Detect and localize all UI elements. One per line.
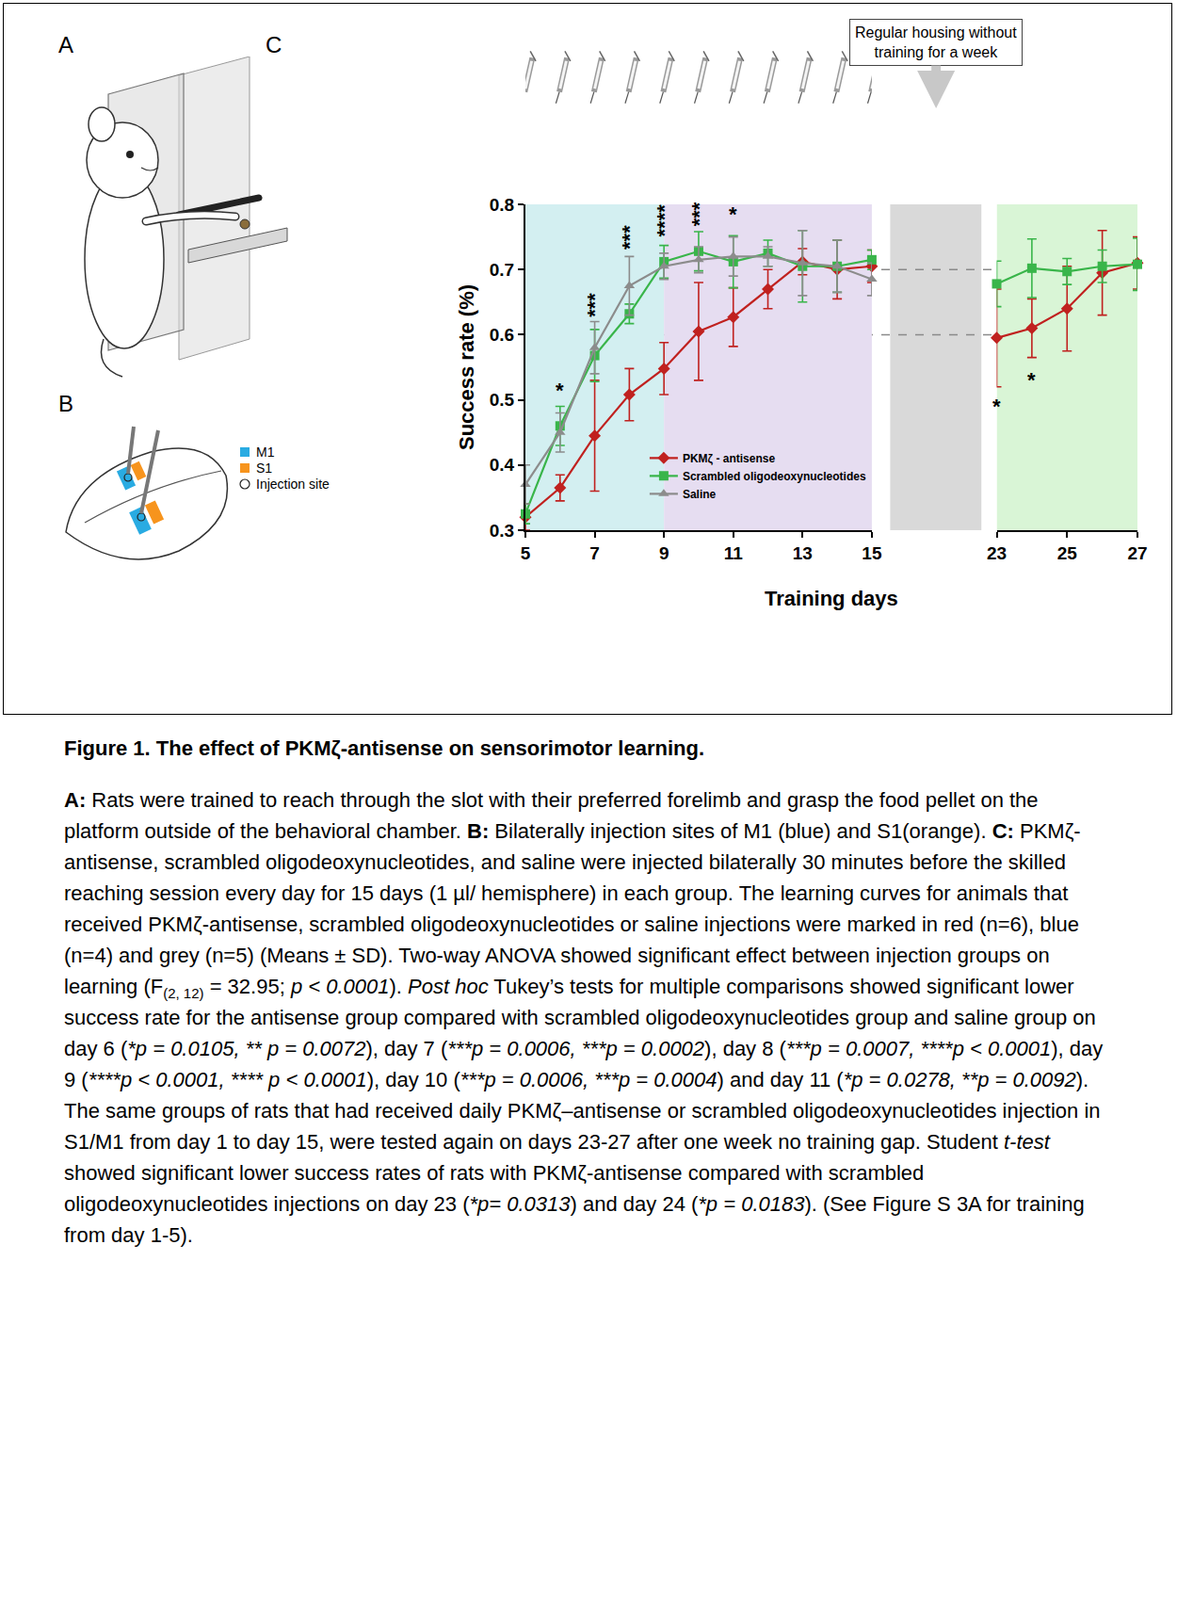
svg-text:15: 15 xyxy=(861,543,883,564)
svg-text:Success rate (%): Success rate (%) xyxy=(454,284,479,451)
html-text:A: Rats were trained to reach: A: Rats were trained to reach through th… xyxy=(64,788,1103,1154)
svg-text:***: *** xyxy=(582,292,607,318)
svg-text:Training days: Training days xyxy=(764,586,899,611)
html-text:A: A xyxy=(58,32,74,58)
svg-text:*: * xyxy=(992,394,1001,419)
svg-text:0.7: 0.7 xyxy=(489,259,515,280)
svg-text:23: 23 xyxy=(986,543,1007,564)
svg-text:25: 25 xyxy=(1057,543,1079,564)
html-text:Figure 1. The effect of PKMζ-a: Figure 1. The effect of PKMζ-antisense o… xyxy=(64,736,705,760)
svg-text:Regular housing withouttrainin: Regular housing withouttraining for a we… xyxy=(854,24,1017,61)
svg-text:***: *** xyxy=(617,225,642,250)
svg-text:27: 27 xyxy=(1127,543,1147,564)
svg-text:0.6: 0.6 xyxy=(489,324,515,345)
html-text:C: C xyxy=(265,32,282,58)
svg-text:*: * xyxy=(728,202,738,226)
svg-text:***: *** xyxy=(687,201,711,226)
svg-text:M1: M1 xyxy=(256,444,275,460)
svg-text:7: 7 xyxy=(589,543,600,564)
svg-text:Scrambled oligodeoxynucleotide: Scrambled oligodeoxynucleotides xyxy=(682,469,867,484)
html-text:B: B xyxy=(58,390,74,417)
svg-text:*: * xyxy=(555,378,565,403)
svg-text:0.4: 0.4 xyxy=(489,454,516,475)
svg-text:9: 9 xyxy=(659,543,670,564)
svg-text:0.8: 0.8 xyxy=(489,194,515,215)
svg-text:0.3: 0.3 xyxy=(489,520,515,541)
html-text:showed significant lower succe: showed significant lower success rates o… xyxy=(64,1160,1085,1247)
svg-text:Saline: Saline xyxy=(682,487,717,501)
svg-text:13: 13 xyxy=(792,543,813,564)
svg-text:0.5: 0.5 xyxy=(489,389,516,410)
svg-text:*: * xyxy=(1027,368,1036,392)
svg-text:5: 5 xyxy=(520,543,532,564)
svg-text:Injection site: Injection site xyxy=(256,476,330,492)
svg-text:S1: S1 xyxy=(256,460,273,476)
svg-text:PKMζ - antisense: PKMζ - antisense xyxy=(682,451,776,466)
svg-text:****: **** xyxy=(652,204,677,238)
svg-text:11: 11 xyxy=(724,543,744,564)
